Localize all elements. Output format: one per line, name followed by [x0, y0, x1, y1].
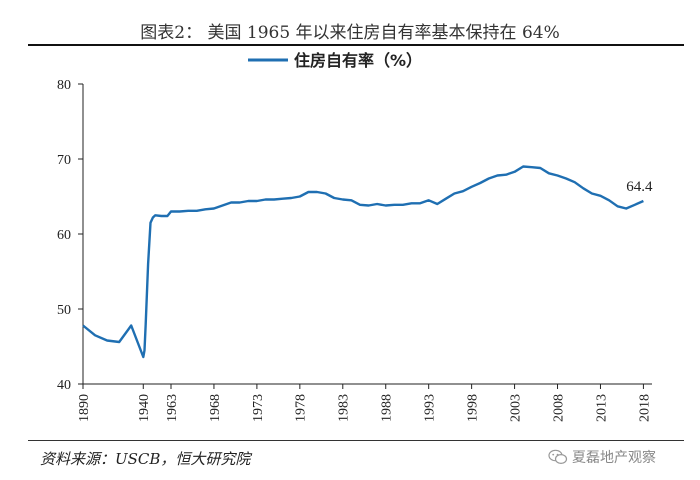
- wechat-icon: [548, 449, 568, 465]
- x-tick-label-1978: 1978: [294, 394, 309, 422]
- x-tick-label-1963: 1963: [165, 394, 180, 422]
- y-tick-label-40: 40: [57, 378, 71, 393]
- x-tick-label-1983: 1983: [337, 394, 352, 422]
- series-line-homeownership-rate: [82, 165, 644, 359]
- legend: 住房自有率（%）: [248, 51, 422, 70]
- y-tick-label-60: 60: [57, 228, 71, 243]
- x-tick-label-1998: 1998: [466, 394, 481, 422]
- x-tick-label-2018: 2018: [637, 394, 652, 422]
- source-note: 资料来源：USCB，恒大研究院: [40, 450, 251, 468]
- figure-title: 图表2： 美国 1965 年以来住房自有率基本保持在 64%: [140, 23, 560, 43]
- y-axis-ticks: 40 50 60 70 80: [57, 78, 83, 393]
- x-tick-label-1988: 1988: [380, 394, 395, 422]
- watermark: 夏磊地产观察: [548, 447, 656, 467]
- x-tick-label-2003: 2003: [508, 394, 523, 422]
- axes: [82, 84, 652, 385]
- y-tick-label-70: 70: [57, 153, 71, 168]
- x-axis-ticks: 1890 1940 1963 1968 1973 1978 1983 1988 1993 1998…: [77, 384, 652, 422]
- watermark-text: 夏磊地产观察: [572, 450, 656, 466]
- x-tick-label-1993: 1993: [423, 394, 438, 422]
- line-chart: 住房自有率（%） 40 50 60 70 80 1890 1940 1963 1968 1973…: [57, 51, 653, 422]
- x-tick-label-2013: 2013: [594, 394, 609, 422]
- legend-label: 住房自有率（%）: [294, 51, 422, 70]
- y-tick-label-80: 80: [57, 78, 71, 93]
- x-tick-label-2008: 2008: [551, 394, 566, 422]
- source-rule: [28, 440, 684, 441]
- data-label-2018: 64.4: [626, 179, 653, 195]
- x-tick-label-1890: 1890: [77, 394, 92, 422]
- y-tick-label-50: 50: [57, 303, 71, 318]
- title-rule: [28, 44, 684, 46]
- x-tick-label-1973: 1973: [251, 394, 266, 422]
- x-tick-label-1968: 1968: [208, 394, 223, 422]
- x-tick-label-1940: 1940: [137, 394, 152, 422]
